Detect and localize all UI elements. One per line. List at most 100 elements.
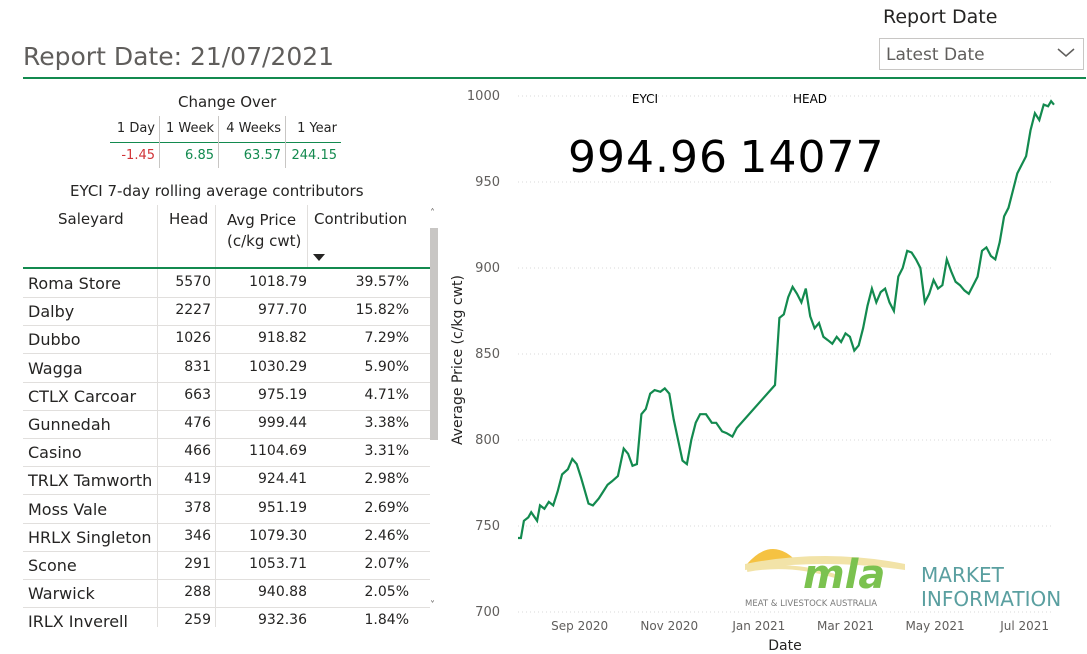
- title-divider: [23, 77, 441, 79]
- cell-saleyard: Wagga: [28, 358, 83, 378]
- cell-head: 378: [184, 499, 211, 516]
- y-axis-label: Average Price (c/kg cwt): [450, 275, 466, 445]
- x-tick-label: Jan 2021: [731, 619, 785, 633]
- cell-contribution: 5.90%: [364, 358, 409, 375]
- cell-saleyard: HRLX Singleton: [28, 527, 152, 547]
- column-header-head[interactable]: Head: [169, 210, 209, 228]
- cell-avg-price: 1104.69: [249, 443, 307, 460]
- column-header-saleyard[interactable]: Saleyard: [58, 210, 124, 228]
- cell-avg-price: 940.88: [258, 584, 307, 601]
- table-row[interactable]: Dalby 2227 977.70 15.82%: [23, 297, 430, 327]
- cell-avg-price: 932.36: [258, 612, 307, 627]
- table-row[interactable]: Dubbo 1026 918.82 7.29%: [23, 325, 430, 355]
- period-label: 1 Year: [297, 121, 337, 136]
- cell-avg-price: 975.19: [258, 386, 307, 403]
- table-row[interactable]: HRLX Singleton 346 1079.30 2.46%: [23, 523, 430, 552]
- table-row[interactable]: Wagga 831 1030.29 5.90%: [23, 354, 430, 383]
- y-tick-label: 900: [475, 261, 500, 276]
- change-over-1-day: 1 Day -1.45: [110, 116, 160, 168]
- logo-market: MARKET: [921, 563, 1005, 587]
- contributors-table: Saleyard Head Avg Price (c/kg cwt) Contr…: [23, 205, 430, 627]
- cell-head: 291: [184, 556, 211, 572]
- table-row[interactable]: CTLX Carcoar 663 975.19 4.71%: [23, 382, 430, 411]
- table-row[interactable]: Scone 291 1053.71 2.07%: [23, 551, 430, 580]
- cell-contribution: 2.46%: [364, 527, 409, 544]
- logo-information: INFORMATION: [921, 587, 1061, 611]
- x-axis-label: Date: [768, 638, 801, 654]
- cell-avg-price: 977.70: [258, 302, 307, 319]
- column-header-contribution-label: Contribution: [314, 210, 408, 228]
- cell-head: 831: [184, 358, 211, 375]
- cell-head: 1026: [175, 330, 211, 347]
- header-divider: [23, 267, 430, 269]
- cell-saleyard: Scone: [28, 556, 77, 575]
- y-tick-label: 1000: [467, 89, 500, 104]
- cell-contribution: 3.38%: [364, 415, 409, 431]
- cell-avg-price: 1018.79: [249, 274, 307, 290]
- cell-contribution: 1.84%: [364, 612, 409, 627]
- table-scrollbar-thumb[interactable]: [430, 228, 438, 440]
- table-row[interactable]: Moss Vale 378 951.19 2.69%: [23, 495, 430, 524]
- kpi-eyci-value: 994.96: [568, 132, 728, 183]
- kpi-head-value: 14077: [740, 132, 885, 183]
- cell-head: 288: [184, 584, 211, 601]
- cell-saleyard: CTLX Carcoar: [28, 386, 137, 406]
- cell-avg-price: 951.19: [258, 499, 307, 516]
- scroll-down-icon[interactable]: ˅: [430, 600, 435, 611]
- cell-avg-price: 1030.29: [249, 358, 307, 375]
- eyci-line-chart: 700 750 800 850 900 950 1000 Sep 2020 Nov 2020 J…: [450, 89, 1055, 654]
- cell-saleyard: Moss Vale: [28, 499, 108, 519]
- change-over-title: Change Over: [178, 93, 277, 111]
- period-value: 244.15: [286, 142, 341, 169]
- table-row[interactable]: Gunnedah 476 999.44 3.38%: [23, 410, 430, 439]
- cell-saleyard: Warwick: [28, 584, 95, 604]
- x-tick-label: Sep 2020: [551, 619, 608, 633]
- table-row[interactable]: Casino 466 1104.69 3.31%: [23, 438, 430, 468]
- cell-head: 259: [184, 612, 211, 627]
- x-tick-label: Mar 2021: [817, 619, 874, 633]
- column-divider: [215, 205, 216, 627]
- x-tick-label: May 2021: [905, 619, 964, 633]
- period-value: -1.45: [110, 142, 159, 169]
- chevron-down-icon: [1057, 48, 1075, 57]
- period-label: 1 Week: [165, 121, 214, 136]
- x-axis-ticks: Sep 2020 Nov 2020 Jan 2021 Mar 2021 May 2021…: [551, 619, 1049, 633]
- cell-saleyard: Dubbo: [28, 330, 81, 350]
- report-date-dropdown[interactable]: Latest Date: [879, 38, 1084, 70]
- column-divider: [157, 205, 158, 627]
- scroll-up-icon[interactable]: ˄: [430, 208, 435, 219]
- contributors-title: EYCI 7-day rolling average contributors: [70, 182, 364, 200]
- y-tick-label: 800: [475, 433, 500, 448]
- table-row[interactable]: Warwick 288 940.88 2.05%: [23, 579, 430, 609]
- table-row[interactable]: TRLX Tamworth 419 924.41 2.98%: [23, 466, 430, 496]
- table-row[interactable]: IRLX Inverell 259 932.36 1.84%: [23, 607, 430, 627]
- brand-subtitle: MEAT & LIVESTOCK AUSTRALIA: [745, 599, 877, 609]
- cell-saleyard: TRLX Tamworth: [28, 471, 153, 491]
- cell-contribution: 39.57%: [355, 274, 409, 290]
- y-tick-label: 850: [475, 347, 500, 362]
- cell-saleyard: IRLX Inverell: [28, 612, 128, 627]
- report-date-label: Report Date: [883, 6, 998, 28]
- cell-saleyard: Roma Store: [28, 274, 121, 293]
- cell-avg-price: 999.44: [258, 415, 307, 431]
- chart-top-divider: [441, 77, 1086, 79]
- cell-contribution: 4.71%: [364, 386, 409, 403]
- x-tick-label: Nov 2020: [640, 619, 698, 633]
- page-title: Report Date: 21/07/2021: [23, 42, 335, 71]
- cell-contribution: 2.69%: [364, 499, 409, 516]
- cell-saleyard: Dalby: [28, 302, 75, 322]
- column-header-contribution[interactable]: Contribution: [307, 205, 430, 267]
- cell-head: 2227: [175, 302, 211, 319]
- chart-gridlines: [518, 95, 1054, 613]
- cell-head: 476: [184, 415, 211, 431]
- cell-head: 419: [184, 471, 211, 488]
- table-row[interactable]: Roma Store 5570 1018.79 39.57%: [23, 269, 430, 298]
- cell-head: 466: [184, 443, 211, 460]
- kpi-head-label: HEAD: [793, 92, 827, 106]
- column-header-avg-price[interactable]: Avg Price (c/kg cwt): [227, 211, 302, 250]
- cell-contribution: 2.98%: [364, 471, 409, 488]
- cell-avg-price: 1079.30: [249, 527, 307, 544]
- change-over-1-week: 1 Week 6.85: [160, 116, 219, 168]
- y-tick-label: 750: [475, 519, 500, 534]
- cell-avg-price: 918.82: [258, 330, 307, 347]
